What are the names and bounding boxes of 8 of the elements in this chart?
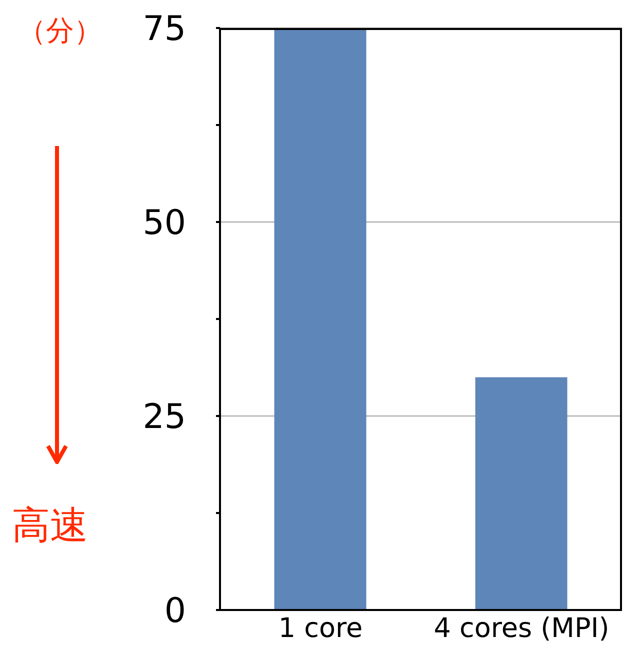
y-axis-title: （分） [18,13,102,49]
text: 高速 [12,502,88,549]
y-tick-label: 75 [142,9,186,50]
y-tick-label: 50 [142,203,186,244]
y-tick-label: 0 [164,591,186,632]
x-tick-label: 4 cores (MPI) [434,613,610,644]
y-tick-label: 25 [142,397,186,438]
x-tick-label: 1 core [278,613,363,644]
